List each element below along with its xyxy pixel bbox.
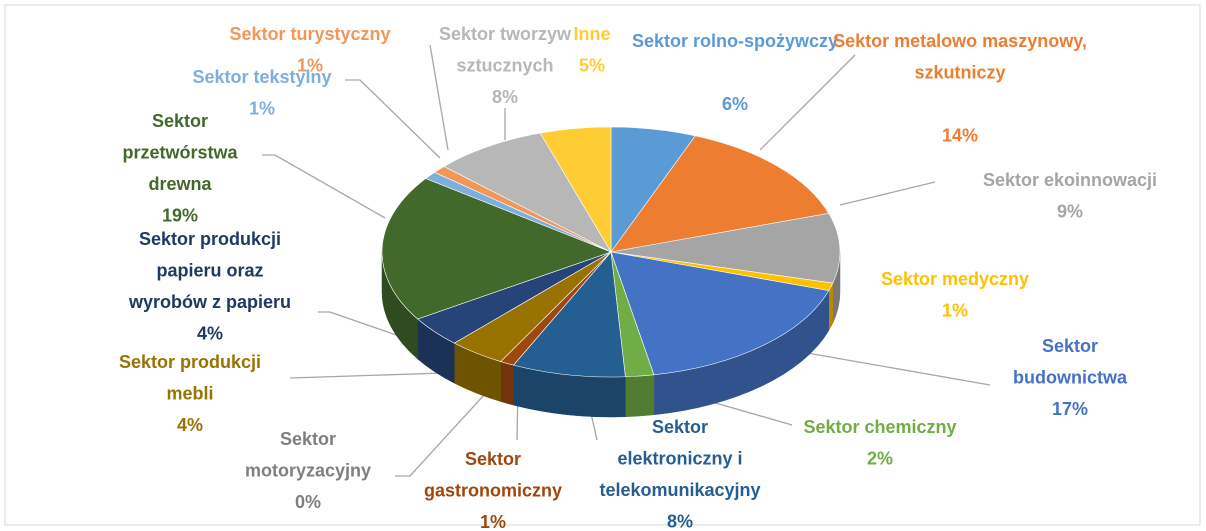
value-label: 8% <box>492 87 518 107</box>
value-label: 1% <box>297 55 323 75</box>
label-line: papieru oraz <box>156 260 263 280</box>
label-line: szkutniczy <box>914 62 1005 82</box>
value-label: 8% <box>667 511 693 531</box>
label-line: Sektor rolno-spożywczy <box>632 31 838 51</box>
pie-slice <box>610 251 830 376</box>
data-labels: Sektor rolno-spożywczy 6% Sektor metalowo … <box>119 24 1157 531</box>
value-label: 4% <box>177 415 203 435</box>
label-line: Sektor chemiczny <box>803 417 956 437</box>
category-label: Sektor metalowo maszynowy, szkutniczy <box>833 31 1087 83</box>
category-label: Sektor tekstylny <box>192 67 331 87</box>
label-line: Sektor produkcji <box>139 229 281 249</box>
pie-slice <box>512 251 626 378</box>
category-label: Sektor przetwórstwa drewna <box>122 111 238 194</box>
category-label: Sektor turystyczny <box>229 24 390 44</box>
label-line: Sektor ekoinnowacji <box>983 170 1157 190</box>
pie-side <box>625 374 655 418</box>
label-line: motoryzacyjny <box>245 460 371 480</box>
leader-line <box>839 181 936 206</box>
label-line: Sektor <box>280 429 336 449</box>
pie-side <box>828 282 834 332</box>
leader-line <box>789 349 991 386</box>
value-label: 4% <box>197 323 223 343</box>
value-label: 14% <box>942 125 978 145</box>
pie-slice <box>443 132 612 253</box>
label-line: Inne <box>573 24 610 44</box>
pie-slice <box>539 126 612 254</box>
label-line: telekomunikacyjny <box>599 480 760 500</box>
category-label: Sektor budownictwa <box>1013 336 1128 388</box>
value-label: 9% <box>1057 201 1083 221</box>
leader-line <box>318 311 426 346</box>
pie-slice <box>610 213 841 284</box>
value-label: 19% <box>162 205 198 225</box>
label-line: Sektor produkcji <box>119 352 261 372</box>
category-label: Sektor motoryzacyjny <box>245 429 371 481</box>
category-label: Sektor elektroniczny i telekomunikacyjny <box>599 417 760 500</box>
label-line: gastronomiczny <box>424 480 562 500</box>
category-label: Sektor ekoinnowacji <box>983 170 1157 190</box>
label-line: drewna <box>148 174 212 194</box>
label-line: Sektor tworzyw <box>439 24 572 44</box>
category-label: Inne <box>573 24 610 44</box>
leader-line <box>429 44 449 151</box>
value-label: 1% <box>480 512 506 531</box>
label-line: wyrobów z papieru <box>128 292 291 312</box>
value-label: 1% <box>249 98 275 118</box>
category-label: Sektor tworzyw sztucznych <box>439 24 572 76</box>
label-line: budownictwa <box>1013 367 1128 387</box>
label-line: elektroniczny i <box>617 448 742 468</box>
value-label: 1% <box>942 300 968 320</box>
leader-line <box>395 371 506 477</box>
value-label: 0% <box>295 492 321 512</box>
label-line: sztucznych <box>456 55 553 75</box>
value-label: 2% <box>867 448 893 468</box>
label-line: Sektor <box>465 449 521 469</box>
category-label: Sektor chemiczny <box>803 417 956 437</box>
pie-slice <box>381 178 612 320</box>
category-label: Sektor medyczny <box>881 269 1029 289</box>
label-line: mebli <box>166 383 213 403</box>
leader-line <box>345 79 441 159</box>
pie-tops <box>381 126 841 378</box>
category-label: Sektor gastronomiczny <box>424 449 562 501</box>
leader-line <box>262 154 386 219</box>
label-line: Sektor <box>152 111 208 131</box>
label-line: Sektor tekstylny <box>192 67 331 87</box>
value-label: 6% <box>722 94 748 114</box>
label-line: Sektor medyczny <box>881 269 1029 289</box>
label-line: przetwórstwa <box>122 142 238 162</box>
category-label: Sektor rolno-spożywczy <box>632 31 838 51</box>
value-label: 17% <box>1052 399 1088 419</box>
category-label: Sektor produkcji papieru oraz wyrobów z pa… <box>128 229 291 312</box>
leader-line <box>759 54 856 151</box>
category-label: Sektor produkcji mebli <box>119 352 261 404</box>
label-line: Sektor metalowo maszynowy, <box>833 31 1087 51</box>
label-line: Sektor <box>652 417 708 437</box>
pie-side <box>500 361 514 406</box>
value-label: 5% <box>579 55 605 75</box>
label-line: Sektor <box>1042 336 1098 356</box>
label-line: Sektor turystyczny <box>229 24 390 44</box>
